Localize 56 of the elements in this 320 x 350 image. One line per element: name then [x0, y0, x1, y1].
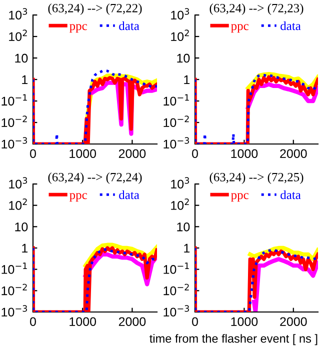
legend-label: ppc — [70, 193, 87, 202]
chart-title: (63,24) --> (72,24) — [48, 172, 142, 184]
chart-title: (63,24) --> (72,25) — [210, 172, 304, 184]
y-tick-label: 10$^{2}$ — [171, 30, 189, 42]
x-tick-label: 2000 — [280, 317, 307, 326]
x-tick-label: 1000 — [70, 149, 96, 158]
y-tick-label: 10$^{2}$ — [171, 198, 189, 210]
text: ppc — [231, 193, 248, 202]
y-tick-label: 10 — [177, 54, 190, 63]
y-tick-label: 10$^{−1}$ — [164, 262, 189, 274]
y-tick-label: 10$^{−1}$ — [2, 94, 27, 106]
y-tick-label: 10 — [15, 222, 28, 232]
x-tick-label: 0 — [192, 149, 198, 158]
y-tick-label: 10$^{−2}$ — [2, 116, 27, 128]
y-tick-label: 10$^{−3}$ — [164, 137, 189, 149]
legend-label: data — [119, 190, 140, 200]
y-tick-label: 1 — [22, 244, 28, 253]
y-tick-label: 10$^{−2}$ — [2, 284, 27, 296]
x-tick-label: 1000 — [231, 317, 258, 326]
y-tick-label: 10$^{−3}$ — [164, 305, 189, 317]
y-tick-label: 10$^{−1}$ — [2, 262, 27, 274]
x-axis-title: time from the flasher event [ ns ] — [150, 334, 318, 346]
legend-label: data — [119, 21, 140, 30]
y-tick-label: 10$^{3}$ — [9, 8, 28, 20]
y-tick-label: 10$^{−2}$ — [164, 284, 189, 296]
legend-label: data — [280, 21, 301, 30]
text: ppc — [231, 24, 248, 33]
line-series — [252, 257, 318, 312]
y-tick-label: 10 — [15, 54, 28, 63]
x-tick-label: 0 — [30, 149, 36, 158]
x-tick-label: 2000 — [280, 149, 307, 158]
y-tick-label: 10 — [177, 222, 190, 232]
x-tick-label: 2000 — [118, 317, 146, 326]
y-tick-label: 10$^{−1}$ — [164, 94, 189, 106]
y-tick-label: 10$^{2}$ — [9, 30, 27, 42]
x-tick-label: 0 — [30, 317, 36, 326]
x-tick-label: 1000 — [70, 317, 96, 326]
y-tick-label: 10$^{−2}$ — [164, 116, 189, 128]
chart-title: (63,24) --> (72,23) — [210, 4, 304, 15]
x-tick-label: 1000 — [231, 149, 258, 158]
y-tick-label: 10$^{3}$ — [171, 177, 190, 189]
y-tick-label: 1 — [22, 75, 28, 84]
y-tick-label: 10$^{3}$ — [9, 177, 28, 189]
chart-title: (63,24) --> (72,22) — [48, 4, 142, 15]
y-tick-label: 10$^{−3}$ — [2, 137, 27, 149]
legend-label: ppc — [70, 24, 87, 33]
x-tick-label: 2000 — [118, 149, 146, 158]
y-tick-label: 1 — [184, 244, 190, 253]
line-series — [83, 242, 157, 268]
y-tick-label: 10$^{3}$ — [171, 8, 190, 20]
y-tick-label: 10$^{2}$ — [9, 198, 27, 210]
line-series — [248, 246, 318, 262]
y-tick-label: 1 — [184, 75, 190, 84]
x-tick-label: 0 — [192, 317, 198, 326]
legend-label: data — [280, 190, 301, 200]
y-tick-label: 10$^{−3}$ — [2, 305, 27, 317]
